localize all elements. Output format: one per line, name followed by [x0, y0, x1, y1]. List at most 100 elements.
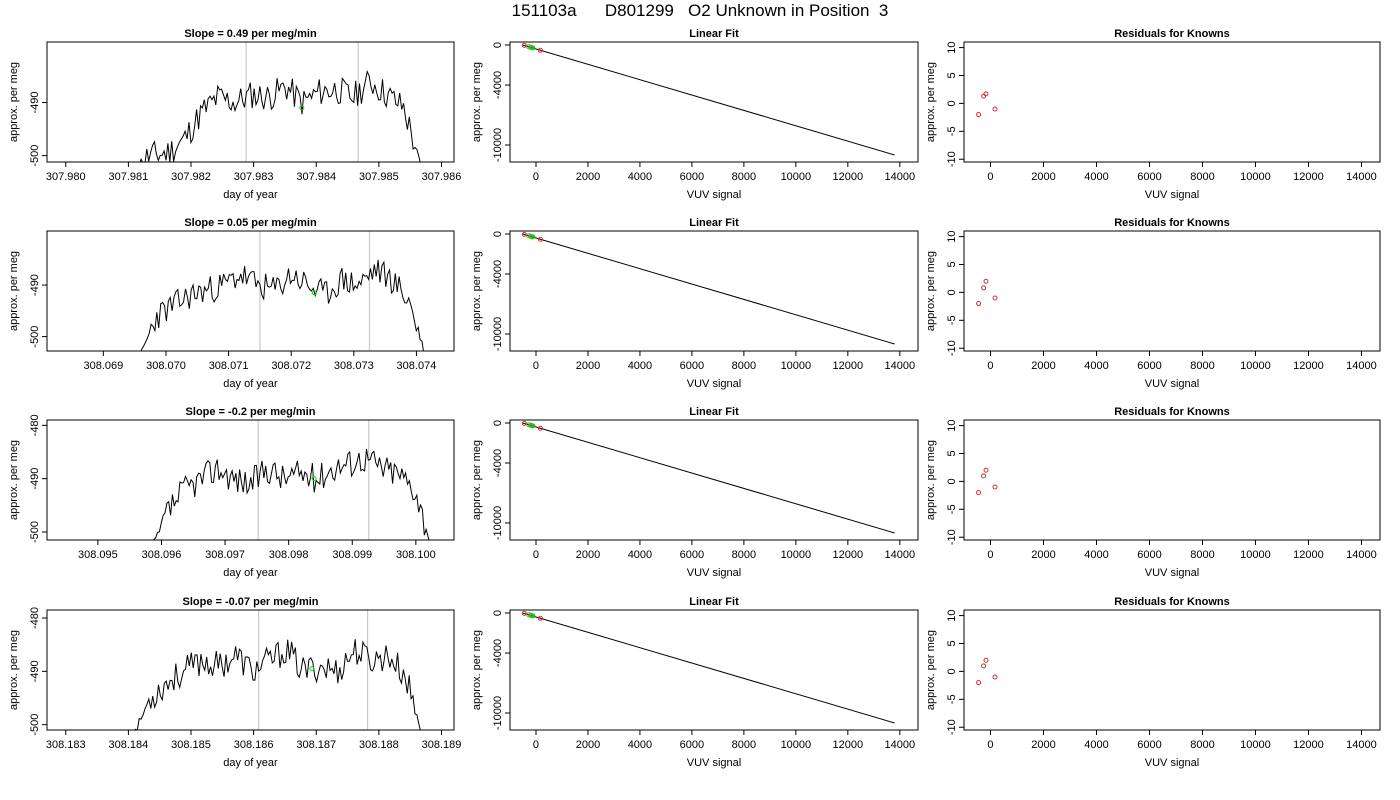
plot-area — [976, 657, 998, 686]
x-tick-label: 12000 — [1293, 739, 1324, 751]
x-tick-label: 10000 — [1240, 171, 1271, 183]
x-tick-label: 14000 — [885, 549, 916, 561]
plot-frame — [509, 41, 919, 163]
y-tick-label: -490 — [29, 468, 41, 490]
panel-title: Linear Fit — [689, 217, 739, 229]
y-tick-label: 0 — [946, 478, 958, 484]
plot-frame — [46, 41, 455, 163]
y-tick-label: 0 — [492, 231, 504, 237]
chart-panel: Slope = -0.07 per meg/min 308.183 308.184 3… — [8, 596, 461, 769]
x-tick-label: 308.073 — [334, 360, 374, 372]
x-tick-label: 308.100 — [396, 549, 436, 561]
x-tick-label: 4000 — [628, 171, 652, 183]
plot-area — [976, 278, 998, 307]
plot-frame — [963, 230, 1381, 352]
y-tick-label: -10 — [946, 340, 958, 356]
y-tick-label: -4000 — [492, 639, 504, 667]
known-point-marker — [981, 663, 987, 669]
chart-panel: Slope = 0.49 per meg/min 307.980 307.981 30… — [8, 28, 461, 201]
y-tick-label: 10 — [946, 609, 958, 621]
panel-title: Slope = -0.07 per meg/min — [182, 596, 318, 608]
y-tick-label: 5 — [946, 450, 958, 456]
x-axis-label: day of year — [223, 757, 278, 769]
x-tick-label: 8000 — [1190, 360, 1214, 372]
x-tick-label: 10000 — [1240, 739, 1271, 751]
x-tick-label: 10000 — [781, 549, 812, 561]
plot-area — [521, 42, 895, 156]
x-tick-label: 10000 — [1240, 360, 1271, 372]
y-tick-label: -10 — [946, 529, 958, 545]
x-tick-label: 2000 — [576, 739, 600, 751]
known-point-marker — [983, 91, 989, 97]
chart-panel: Linear Fit 0 2000 4000 6000 8000 10000 12000 140… — [471, 596, 919, 769]
y-tick-label: 10 — [946, 41, 958, 53]
x-axis-label: VUV signal — [1145, 757, 1199, 769]
x-tick-label: 14000 — [885, 171, 916, 183]
x-tick-label: 12000 — [833, 549, 864, 561]
x-axis-label: day of year — [223, 189, 278, 201]
x-tick-label: 8000 — [1190, 171, 1214, 183]
panel-title: Residuals for Knowns — [1114, 596, 1230, 608]
x-tick-label: 8000 — [1190, 739, 1214, 751]
plot-area — [134, 610, 421, 730]
y-tick-label: -5 — [946, 315, 958, 325]
plot-area — [139, 42, 421, 162]
y-tick-label: 5 — [946, 640, 958, 646]
x-tick-label: 8000 — [732, 171, 756, 183]
y-tick-label: -500 — [29, 145, 41, 167]
data-trace — [139, 69, 421, 162]
y-tick-label: 5 — [946, 261, 958, 267]
panel-title: Linear Fit — [689, 406, 739, 418]
x-axis-label: VUV signal — [1145, 378, 1199, 390]
known-point-marker — [983, 278, 989, 284]
x-tick-label: 14000 — [1346, 739, 1377, 751]
plot-area — [521, 231, 895, 345]
known-point-marker — [976, 112, 982, 118]
figure-title: 151103a D801299 O2 Unknown in Position 3 — [511, 1, 889, 20]
known-point-marker — [537, 615, 543, 621]
y-axis-label: approx. per meg — [471, 62, 483, 142]
x-tick-label: 0 — [533, 171, 539, 183]
known-point-marker — [976, 490, 982, 496]
plot-area — [976, 91, 998, 118]
x-tick-label: 12000 — [833, 171, 864, 183]
x-tick-label: 6000 — [1137, 549, 1161, 561]
plot-frame — [963, 41, 1381, 163]
y-tick-label: -490 — [29, 660, 41, 682]
x-axis-label: VUV signal — [1145, 189, 1199, 201]
x-tick-label: 0 — [533, 739, 539, 751]
known-point-marker — [976, 301, 982, 307]
known-point-marker — [521, 420, 527, 426]
x-tick-label: 14000 — [1346, 549, 1377, 561]
unknown-point-marker — [530, 613, 536, 619]
x-tick-label: 12000 — [1293, 171, 1324, 183]
unknown-point-marker — [530, 45, 536, 51]
y-axis-label: approx. per meg — [8, 630, 20, 710]
fit-line — [522, 422, 895, 534]
y-tick-label: -480 — [29, 607, 41, 629]
x-tick-label: 4000 — [1084, 739, 1108, 751]
known-point-marker — [537, 236, 543, 242]
x-tick-label: 12000 — [833, 739, 864, 751]
x-tick-label: 4000 — [1084, 549, 1108, 561]
x-tick-label: 6000 — [1137, 171, 1161, 183]
chart-panel: Slope = 0.05 per meg/min 308.069 308.070 30… — [8, 217, 455, 390]
x-tick-label: 4000 — [628, 739, 652, 751]
x-tick-label: 307.985 — [359, 171, 399, 183]
unknown-point-marker — [530, 234, 536, 240]
x-axis-label: VUV signal — [687, 757, 741, 769]
y-tick-label: -10000 — [492, 317, 504, 351]
x-tick-label: 12000 — [1293, 360, 1324, 372]
x-tick-label: 2000 — [1031, 739, 1055, 751]
x-tick-label: 307.982 — [171, 171, 211, 183]
fit-line — [522, 612, 895, 724]
chart-panel: Linear Fit 0 2000 4000 6000 8000 10000 12000 140… — [471, 406, 919, 579]
x-tick-label: 6000 — [1137, 360, 1161, 372]
unknown-point-marker — [309, 666, 315, 672]
y-tick-label: -4000 — [492, 71, 504, 99]
plot-area — [976, 467, 998, 496]
x-tick-label: 308.069 — [83, 360, 123, 372]
